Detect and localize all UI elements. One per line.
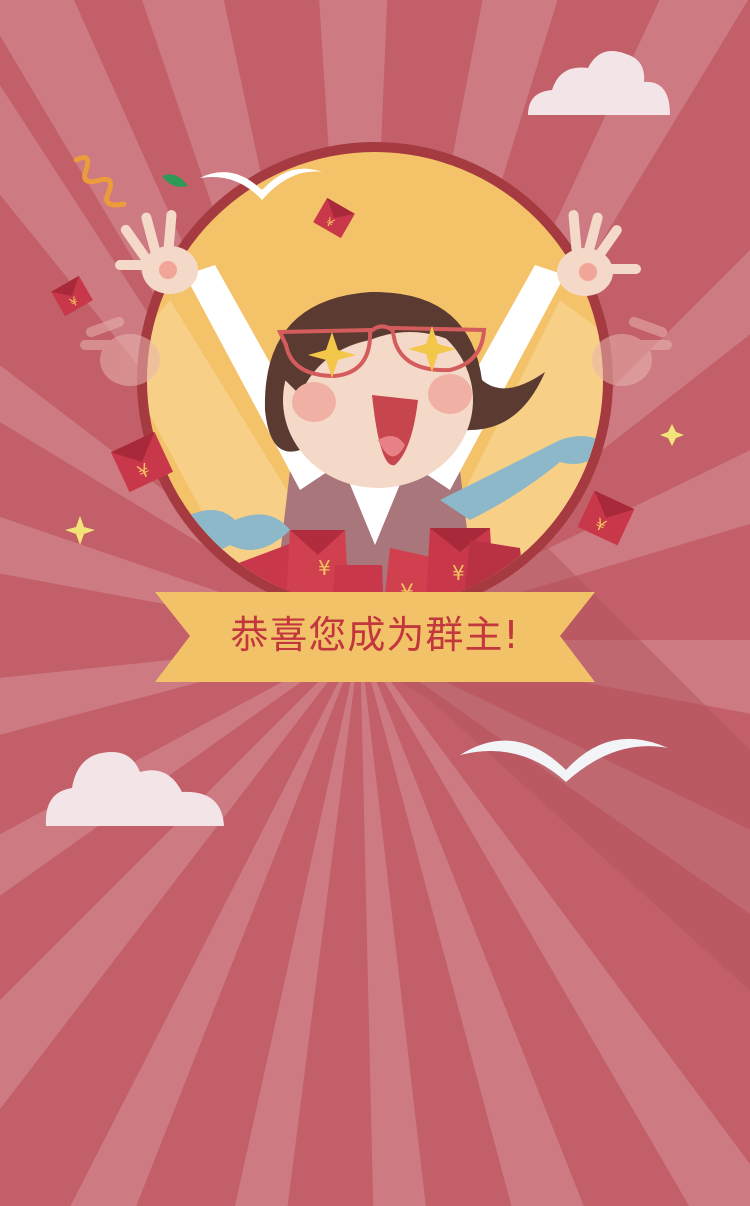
svg-text:¥: ¥ bbox=[318, 556, 331, 580]
cloud-icon bbox=[45, 752, 224, 826]
seagull-icon bbox=[200, 168, 322, 200]
sparkle-icon bbox=[65, 516, 95, 545]
confetti-icon bbox=[162, 174, 188, 187]
seagull-icon bbox=[460, 738, 668, 782]
banner-title: 恭喜您成为群主! bbox=[230, 613, 520, 657]
confetti-icon bbox=[73, 155, 127, 208]
cloud-icon bbox=[528, 51, 670, 115]
svg-text:¥: ¥ bbox=[452, 561, 465, 585]
red-envelope-icon: ¥ bbox=[313, 197, 355, 239]
red-envelope-icon: ¥ bbox=[577, 490, 635, 546]
ribbon-banner bbox=[155, 592, 595, 682]
motion-hands bbox=[80, 316, 672, 386]
left-hand bbox=[115, 210, 198, 294]
red-envelope-icon: ¥ bbox=[110, 431, 174, 493]
sparkle-icon bbox=[660, 424, 684, 446]
red-envelope-icon: ¥ bbox=[51, 275, 93, 317]
right-hand bbox=[557, 210, 641, 296]
